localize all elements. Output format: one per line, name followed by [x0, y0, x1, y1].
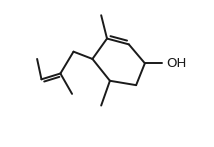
Text: OH: OH [166, 57, 186, 70]
